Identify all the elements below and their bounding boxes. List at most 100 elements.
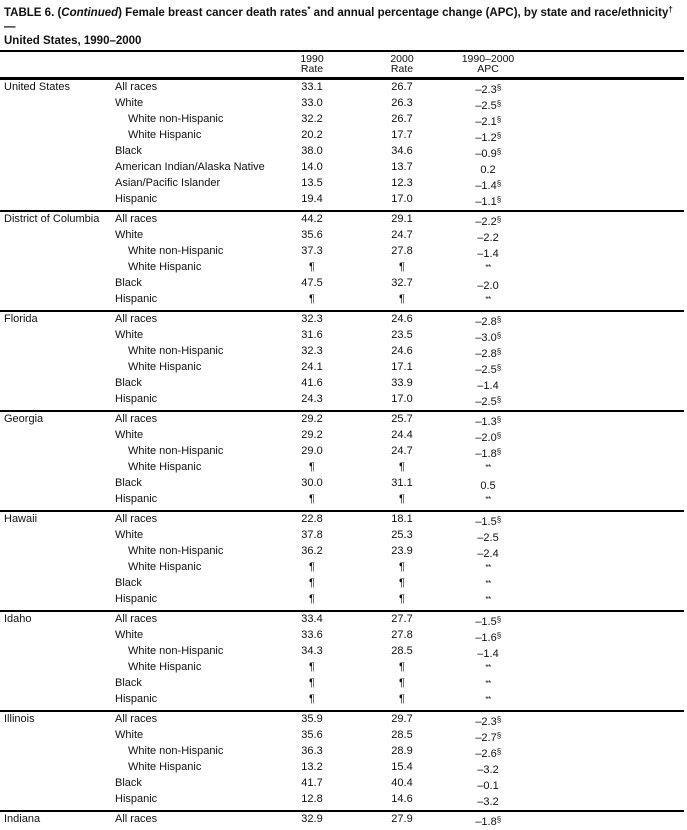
race-cell: White Hispanic bbox=[128, 761, 202, 773]
table-row: White non-Hispanic 29.0 24.7 –1.8§ bbox=[0, 445, 684, 461]
apc-cell: 0.5 bbox=[446, 477, 530, 493]
apc-cell: –2.2 bbox=[446, 229, 530, 245]
apc-footnote-flag: § bbox=[496, 331, 501, 340]
row-filler bbox=[530, 445, 684, 461]
state-cell bbox=[0, 545, 110, 561]
state-cell bbox=[0, 477, 110, 493]
apc-cell: –1.8§ bbox=[446, 445, 530, 461]
row-filler bbox=[530, 693, 684, 709]
race-cell: Hispanic bbox=[115, 393, 158, 405]
col-header-2000-rate: 2000 Rate bbox=[358, 53, 446, 75]
race-cell: White non-Hispanic bbox=[128, 445, 224, 457]
rate-1990-cell: 33.4 bbox=[301, 613, 323, 625]
apc-footnote-flag: ** bbox=[485, 663, 491, 672]
col-header-line: 2000 bbox=[390, 53, 414, 65]
state-cell: Illinois bbox=[4, 713, 35, 725]
state-cell bbox=[0, 445, 110, 461]
col-header-line: 1990–2000 bbox=[461, 53, 515, 65]
state-cell bbox=[0, 729, 110, 745]
table-row: Black 38.0 34.6 –0.9§ bbox=[0, 145, 684, 161]
title-text: TABLE 6. ( bbox=[4, 7, 62, 19]
table-row: White 37.8 25.3 –2.5 bbox=[0, 529, 684, 545]
rate-2000-cell: 27.8 bbox=[391, 629, 413, 641]
rate-1990-cell: 35.6 bbox=[301, 729, 323, 741]
rate-2000-cell: 17.0 bbox=[391, 393, 413, 405]
table-row: White non-Hispanic 34.3 28.5 –1.4 bbox=[0, 645, 684, 661]
rate-2000-cell: ¶ bbox=[399, 461, 405, 473]
race-column-header bbox=[110, 54, 266, 74]
apc-footnote-flag: ** bbox=[485, 295, 491, 304]
apc-cell: –0.9§ bbox=[446, 145, 530, 161]
apc-value: 0.5 bbox=[480, 480, 496, 492]
state-cell: Georgia bbox=[4, 413, 44, 425]
apc-footnote-flag: ** bbox=[485, 495, 491, 504]
rate-1990-cell: 32.2 bbox=[301, 113, 323, 125]
table-row: Hispanic 12.8 14.6 –3.2 bbox=[0, 793, 684, 809]
rate-2000-cell: ¶ bbox=[399, 677, 405, 689]
apc-footnote-flag: § bbox=[496, 395, 501, 404]
title-divider-rule bbox=[0, 50, 684, 52]
apc-footnote-flag: § bbox=[496, 715, 501, 724]
rate-1990-cell: ¶ bbox=[309, 693, 315, 705]
table-row: White non-Hispanic 36.2 23.9 –2.4 bbox=[0, 545, 684, 561]
race-cell: All races bbox=[115, 513, 158, 525]
rate-1990-cell: 47.5 bbox=[301, 277, 323, 289]
apc-cell: –2.8§ bbox=[446, 345, 530, 361]
apc-value: –1.4 bbox=[477, 648, 499, 660]
race-cell: White Hispanic bbox=[128, 129, 202, 141]
col-header-line: Rate bbox=[300, 63, 324, 75]
rate-2000-cell: ¶ bbox=[399, 693, 405, 705]
apc-footnote-flag: § bbox=[496, 747, 501, 756]
race-cell: Hispanic bbox=[115, 593, 158, 605]
rate-1990-cell: 33.0 bbox=[301, 97, 323, 109]
state-section: Idaho All races 33.4 27.7 –1.5§ White 33.6 27.8… bbox=[0, 612, 687, 710]
race-cell: White bbox=[115, 529, 144, 541]
row-filler bbox=[530, 413, 684, 429]
rate-1990-cell: 14.0 bbox=[301, 161, 323, 173]
race-cell: All races bbox=[115, 813, 158, 825]
apc-cell: –2.0§ bbox=[446, 429, 530, 445]
table-row: White Hispanic ¶ ¶ ** bbox=[0, 261, 684, 277]
apc-footnote-flag: § bbox=[496, 631, 501, 640]
race-cell: All races bbox=[115, 713, 158, 725]
state-cell bbox=[0, 229, 110, 245]
rate-2000-cell: 24.6 bbox=[391, 313, 413, 325]
apc-cell: –2.2§ bbox=[446, 213, 530, 229]
apc-cell: ** bbox=[446, 261, 530, 277]
race-cell: Black bbox=[115, 577, 142, 589]
rate-2000-cell: 28.9 bbox=[391, 745, 413, 757]
rate-1990-cell: ¶ bbox=[309, 677, 315, 689]
race-cell: White Hispanic bbox=[128, 661, 202, 673]
rate-2000-cell: 28.5 bbox=[391, 645, 413, 657]
rate-1990-cell: ¶ bbox=[309, 493, 315, 505]
table-row: Indiana All races 32.9 27.9 –1.8§ bbox=[0, 813, 684, 829]
row-filler bbox=[530, 113, 684, 129]
state-cell bbox=[0, 429, 110, 445]
rate-2000-cell: 34.6 bbox=[391, 145, 413, 157]
row-filler bbox=[530, 377, 684, 393]
rate-2000-cell: 23.9 bbox=[391, 545, 413, 557]
rate-1990-cell: 38.0 bbox=[301, 145, 323, 157]
table-row: White non-Hispanic 36.3 28.9 –2.6§ bbox=[0, 745, 684, 761]
race-cell: White Hispanic bbox=[128, 361, 202, 373]
state-cell: United States bbox=[4, 81, 71, 93]
state-cell bbox=[0, 493, 110, 509]
race-cell: All races bbox=[115, 613, 158, 625]
row-filler bbox=[530, 361, 684, 377]
state-cell bbox=[0, 293, 110, 309]
apc-value: 0.2 bbox=[480, 164, 496, 176]
apc-value: –1.2 bbox=[475, 132, 497, 144]
table-row: White non-Hispanic 32.3 24.6 –2.8§ bbox=[0, 345, 684, 361]
apc-cell: –3.0§ bbox=[446, 329, 530, 345]
apc-value: –1.5 bbox=[475, 616, 497, 628]
row-filler bbox=[530, 245, 684, 261]
apc-cell: –2.3§ bbox=[446, 713, 530, 729]
row-filler bbox=[530, 713, 684, 729]
apc-value: –1.8 bbox=[475, 816, 497, 828]
apc-cell: –1.5§ bbox=[446, 613, 530, 629]
row-filler bbox=[530, 261, 684, 277]
rate-1990-cell: 12.8 bbox=[301, 793, 323, 805]
state-cell bbox=[0, 193, 110, 209]
rate-2000-cell: 24.7 bbox=[391, 229, 413, 241]
apc-footnote-flag: § bbox=[496, 195, 501, 204]
